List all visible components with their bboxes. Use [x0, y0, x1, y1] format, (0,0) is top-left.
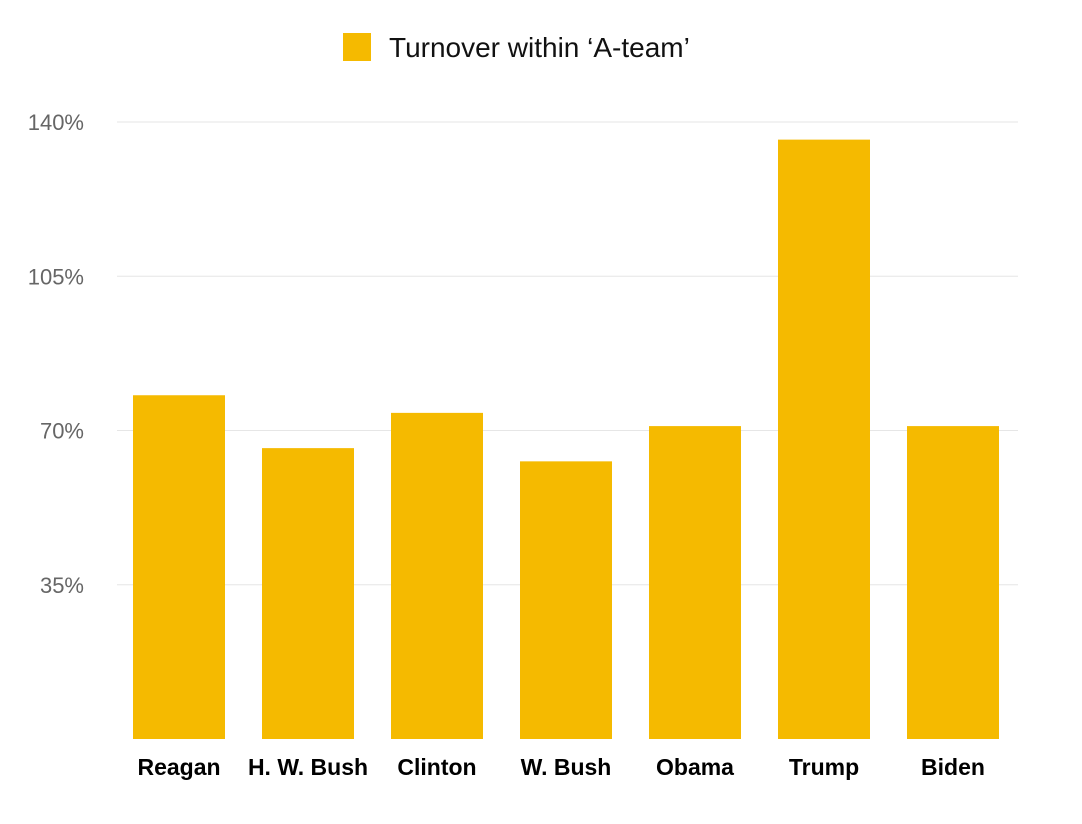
x-category-label: H. W. Bush — [248, 754, 368, 780]
x-category-label: Biden — [921, 754, 985, 780]
x-category-label: Trump — [789, 754, 859, 780]
x-axis-labels: Reagan H. W. Bush Clinton W. Bush Obama Trump… — [137, 754, 984, 780]
bars — [133, 139, 999, 740]
x-category-label: W. Bush — [521, 754, 612, 780]
x-category-label: Reagan — [137, 754, 220, 780]
legend: Turnover within ‘A-team’ — [343, 32, 690, 63]
bar-clinton — [391, 412, 483, 739]
bar-w-bush — [520, 461, 612, 739]
x-category-label: Clinton — [397, 754, 476, 780]
y-tick-label: 140% — [28, 110, 84, 135]
bar-h-w-bush — [262, 448, 354, 739]
bar-trump — [778, 139, 870, 740]
x-category-label: Obama — [656, 754, 734, 780]
y-tick-label: 35% — [40, 573, 84, 598]
bar-reagan — [133, 395, 225, 739]
legend-swatch — [343, 33, 371, 61]
bar-biden — [907, 426, 999, 739]
y-tick-label: 70% — [40, 419, 84, 444]
legend-label: Turnover within ‘A-team’ — [389, 32, 690, 63]
y-tick-label: 105% — [28, 264, 84, 289]
bar-obama — [649, 426, 741, 739]
y-axis-ticks: 35% 70% 105% 140% — [28, 110, 84, 598]
